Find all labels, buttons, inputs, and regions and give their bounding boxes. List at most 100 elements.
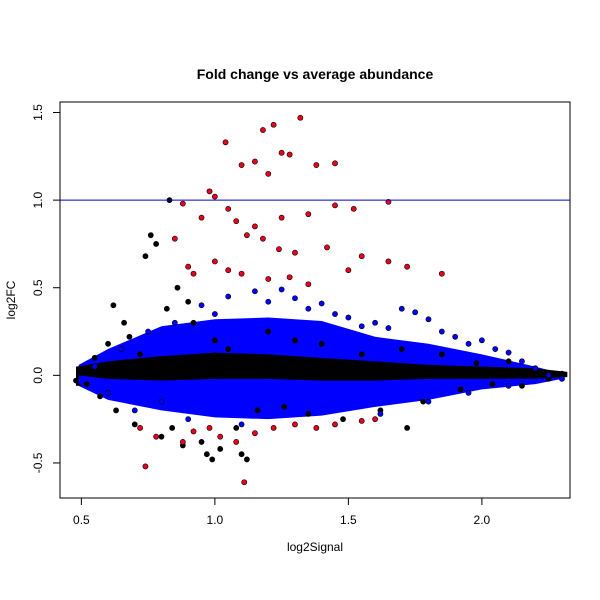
black-point <box>244 456 250 463</box>
red-point <box>222 139 229 146</box>
blue-point <box>131 407 138 414</box>
red-point <box>292 421 298 428</box>
red-point <box>332 160 338 167</box>
black-point <box>233 425 240 431</box>
red-point <box>278 214 285 221</box>
blue-point <box>211 311 218 317</box>
black-point <box>153 241 160 247</box>
blue-point <box>91 363 98 370</box>
black-point <box>174 284 181 291</box>
red-point <box>358 253 365 260</box>
black-point <box>244 354 250 361</box>
red-point <box>252 223 258 230</box>
black-point <box>404 425 411 431</box>
blue-point <box>465 389 472 396</box>
red-point <box>265 276 272 282</box>
blue-point <box>545 372 552 379</box>
black-point <box>147 232 154 239</box>
red-point <box>278 149 285 156</box>
black-point-band <box>76 352 568 386</box>
blue-point <box>492 346 499 352</box>
red-point <box>233 439 240 445</box>
blue-point <box>452 333 459 340</box>
red-point <box>252 430 258 437</box>
blue-point <box>265 298 272 305</box>
red-point <box>305 211 312 218</box>
black-point <box>185 298 192 305</box>
black-point <box>91 354 98 361</box>
red-point <box>190 428 197 435</box>
black-point <box>83 381 90 388</box>
blue-point <box>532 365 539 372</box>
blue-point <box>505 382 512 389</box>
blue-point <box>278 286 285 293</box>
blue-point <box>425 316 432 323</box>
black-point <box>318 340 325 347</box>
black-point <box>169 425 176 431</box>
red-point <box>270 425 277 431</box>
x-tick-label: 1.5 <box>340 513 357 527</box>
black-point <box>131 421 138 428</box>
red-point <box>142 463 149 470</box>
black-point <box>438 351 445 358</box>
black-point <box>211 337 218 344</box>
black-point <box>420 398 427 405</box>
black-point <box>519 382 525 389</box>
blue-point <box>345 314 352 321</box>
blue-point <box>385 325 392 331</box>
black-point <box>198 439 205 445</box>
red-points <box>137 114 445 486</box>
black-point <box>489 381 496 388</box>
red-point <box>153 433 160 440</box>
black-point <box>281 403 288 410</box>
red-point <box>233 218 240 225</box>
black-point <box>559 370 565 377</box>
red-point <box>225 267 232 274</box>
red-point <box>372 416 378 423</box>
red-point <box>225 205 232 212</box>
blue-point <box>412 309 419 316</box>
chart-title: Fold change vs average abundance <box>197 66 434 82</box>
red-point <box>190 270 197 277</box>
blue-point <box>398 305 405 312</box>
blue-point <box>198 302 205 309</box>
x-axis: 0.5 1.0 1.5 2.0 <box>73 497 491 527</box>
blue-point <box>478 337 485 344</box>
red-point <box>265 170 272 177</box>
black-point <box>105 340 111 347</box>
blue-point <box>318 300 325 307</box>
red-point <box>313 425 320 431</box>
black-point <box>73 377 79 384</box>
red-point <box>252 158 258 165</box>
red-point <box>276 246 282 253</box>
red-point <box>171 235 178 242</box>
y-tick-label: -0.5 <box>31 452 45 473</box>
blue-point <box>158 398 165 405</box>
point-cloud-bands <box>76 317 568 420</box>
black-point <box>110 302 117 309</box>
blue-point <box>332 311 338 317</box>
red-point <box>324 244 330 251</box>
red-point <box>332 421 338 428</box>
blue-point <box>438 328 445 335</box>
black-point <box>113 407 119 414</box>
blue-point <box>559 375 565 382</box>
black-point <box>505 358 512 365</box>
red-point <box>206 188 213 195</box>
x-axis-label: log2Signal <box>287 540 343 554</box>
black-point <box>209 456 216 463</box>
black-point <box>340 416 346 423</box>
red-point <box>217 433 224 440</box>
y-tick-label: 0.5 <box>31 279 45 296</box>
black-point <box>203 451 210 458</box>
blue-point <box>358 323 365 330</box>
black-point <box>254 407 261 414</box>
blue-lower-band <box>78 375 562 411</box>
blue-point <box>292 295 298 302</box>
red-point <box>270 121 277 128</box>
red-point <box>206 425 213 431</box>
red-point <box>179 200 186 207</box>
black-point <box>305 410 312 417</box>
red-point <box>438 270 445 277</box>
